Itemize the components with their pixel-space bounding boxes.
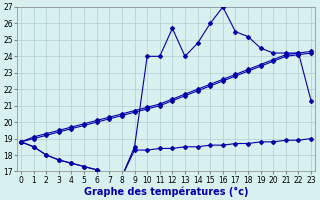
X-axis label: Graphe des températures (°c): Graphe des températures (°c)	[84, 186, 248, 197]
